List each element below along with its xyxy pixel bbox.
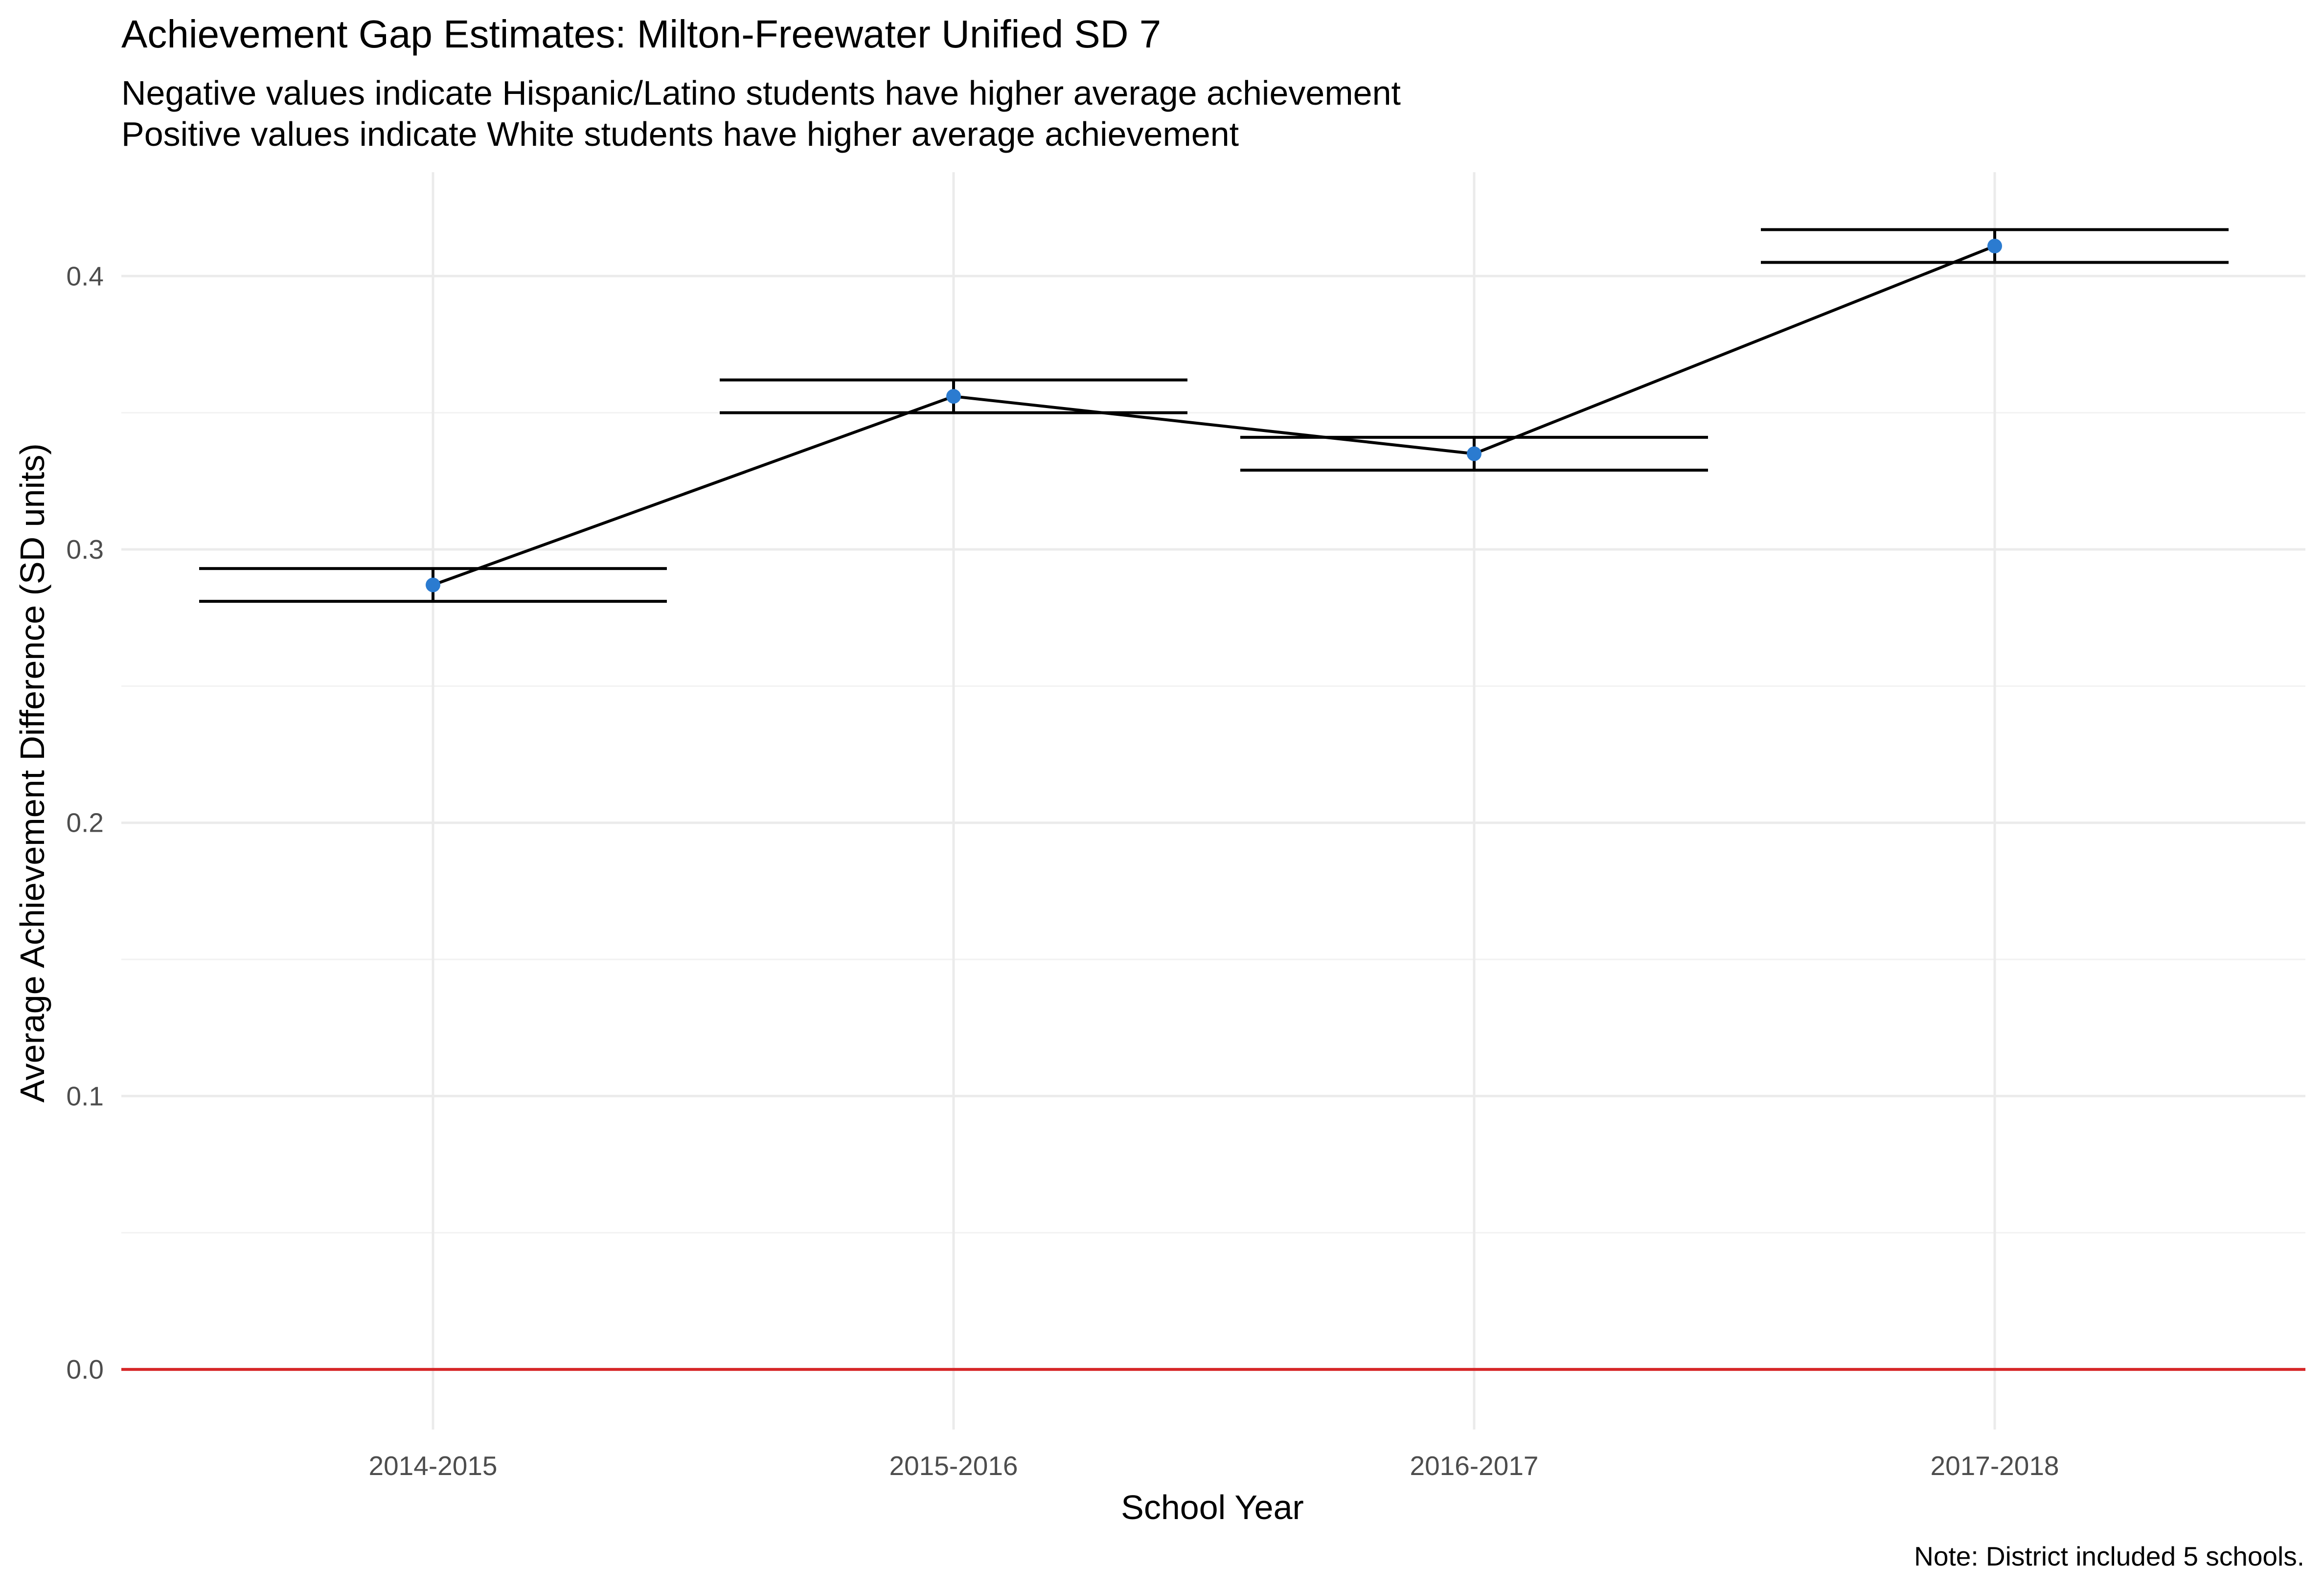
error-bars: [199, 228, 2229, 603]
y-tick-label: 0.2: [67, 808, 104, 838]
x-tick-label: 2015-2016: [889, 1451, 1018, 1481]
data-point: [426, 577, 440, 592]
series-line-group: [432, 245, 1996, 587]
data-point: [946, 389, 961, 404]
y-tick-label: 0.0: [67, 1354, 104, 1385]
data-point: [1987, 238, 2002, 253]
series-line: [432, 245, 1996, 587]
y-axis-label: Average Achievement Difference (SD units…: [13, 443, 51, 1103]
data-points: [426, 238, 2002, 592]
x-tick-label: 2016-2017: [1410, 1451, 1538, 1481]
y-tick-label: 0.1: [67, 1081, 104, 1111]
data-point: [1467, 446, 1481, 461]
x-axis-label: School Year: [1121, 1488, 1304, 1526]
y-tick-label: 0.4: [67, 261, 104, 291]
chart-caption: Note: District included 5 schools.: [1914, 1541, 2304, 1571]
x-tick-label: 2017-2018: [1930, 1451, 2059, 1481]
chart-subtitle-line-2: Positive values indicate White students …: [121, 115, 1239, 153]
chart-subtitle-line-1: Negative values indicate Hispanic/Latino…: [121, 74, 1401, 112]
y-tick-label: 0.3: [67, 534, 104, 565]
chart-title: Achievement Gap Estimates: Milton-Freewa…: [121, 12, 1162, 56]
x-axis-tick-labels: 2014-2015 2015-2016 2016-2017 2017-2018: [368, 1451, 2059, 1481]
y-axis-tick-labels: 0.0 0.1 0.2 0.3 0.4: [67, 261, 104, 1385]
x-tick-label: 2014-2015: [368, 1451, 497, 1481]
grid: [121, 172, 2305, 1430]
